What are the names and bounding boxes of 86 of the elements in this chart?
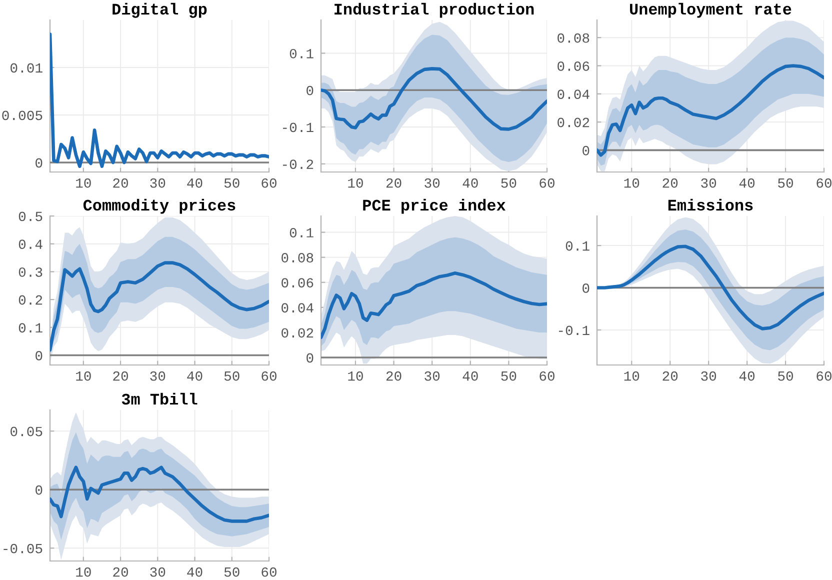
x-tick-label: 60 [262, 567, 276, 577]
y-tick-label: 0 [36, 350, 42, 360]
y-tick-label: 0.2 [18, 295, 42, 305]
y-tick-label: 0.08 [282, 253, 314, 262]
x-tick-label: 50 [501, 371, 516, 381]
x-tick-label: 10 [624, 178, 640, 188]
y-tick-label: -0.05 [4, 544, 42, 554]
x-tick-label: 20 [662, 371, 678, 381]
x-tick-label: 50 [224, 371, 240, 381]
y-tick-label: 0.1 [566, 241, 590, 251]
y-tick-label: 0.04 [282, 303, 314, 313]
x-tick-label: 10 [76, 371, 91, 381]
chart-title: Unemployment rate [630, 2, 792, 18]
x-tick-label: 30 [424, 178, 440, 188]
y-tick-label: 0.04 [558, 90, 590, 100]
y-tick-label: 0.005 [2, 110, 42, 120]
y-tick-label: 0 [582, 284, 590, 293]
y-tick-label: 0.08 [558, 33, 590, 43]
y-tick-label: 0.4 [18, 240, 42, 250]
chart-title: Industrial production [334, 2, 534, 18]
y-tick-label: -0.1 [558, 326, 590, 336]
line-series [50, 32, 269, 168]
x-tick-label: 50 [778, 178, 794, 188]
x-tick-label: 10 [624, 371, 640, 381]
x-tick-label: 10 [76, 567, 91, 577]
x-tick-label: 30 [701, 371, 716, 381]
y-tick-label: 0 [582, 146, 590, 156]
x-tick-label: 50 [501, 178, 516, 188]
y-tick-label: 0.02 [282, 328, 314, 338]
chart-title: Digital gp [112, 2, 207, 18]
x-tick-label: 40 [187, 567, 202, 577]
x-tick-label: 20 [113, 178, 128, 188]
y-tick-label: 0.1 [290, 228, 314, 238]
x-tick-label: 10 [348, 178, 363, 188]
chart-title: Emissions [668, 198, 753, 211]
x-tick-label: 20 [662, 178, 678, 188]
x-tick-label: 30 [150, 178, 166, 188]
line-series [321, 271, 547, 340]
y-tick-label: 0.06 [558, 61, 590, 71]
y-tick-label: -0.2 [282, 160, 314, 170]
line-series [50, 261, 269, 352]
y-tick-label: 0 [36, 485, 42, 495]
y-tick-label: -0.1 [282, 122, 314, 132]
x-tick-label: 40 [187, 178, 202, 188]
y-tick-label: 0.5 [18, 212, 42, 222]
x-tick-label: 60 [262, 371, 276, 381]
x-tick-label: 60 [816, 371, 832, 381]
x-tick-label: 60 [540, 371, 554, 381]
y-tick-label: 0.1 [18, 323, 42, 333]
x-tick-label: 20 [113, 567, 128, 577]
x-tick-label: 50 [224, 567, 240, 577]
x-tick-label: 20 [113, 371, 128, 381]
x-tick-label: 20 [386, 371, 402, 381]
x-tick-label: 50 [224, 178, 240, 188]
y-tick-label: 0.05 [10, 426, 42, 436]
y-tick-label: 0 [306, 86, 314, 96]
x-tick-label: 50 [778, 371, 794, 381]
chart-title: Commodity prices [83, 198, 236, 214]
x-tick-label: 40 [462, 371, 478, 381]
x-tick-label: 60 [262, 178, 276, 188]
x-tick-label: 40 [187, 371, 202, 381]
y-tick-label: 0 [36, 158, 42, 168]
chart-title: 3m Tbill [122, 392, 198, 405]
x-tick-label: 60 [540, 178, 554, 188]
x-tick-label: 10 [76, 178, 91, 188]
y-tick-label: 0.1 [290, 48, 314, 58]
line-series [597, 64, 824, 157]
x-tick-label: 30 [701, 178, 716, 188]
x-tick-label: 30 [150, 371, 166, 381]
x-tick-label: 40 [739, 371, 755, 381]
y-tick-label: 0 [306, 353, 314, 363]
y-tick-label: 0.3 [18, 267, 42, 277]
x-tick-label: 10 [348, 371, 363, 381]
x-tick-label: 40 [462, 178, 478, 188]
y-tick-label: 0.01 [10, 63, 42, 73]
line-series [321, 67, 547, 131]
y-tick-label: 0.02 [558, 118, 590, 128]
x-tick-label: 40 [739, 178, 755, 188]
x-tick-label: 60 [816, 178, 832, 188]
x-tick-label: 30 [150, 567, 166, 577]
line-series [597, 244, 824, 330]
chart-title: PCE price index [363, 198, 506, 214]
x-tick-label: 20 [386, 178, 402, 188]
line-series [50, 466, 269, 523]
x-tick-label: 30 [424, 371, 440, 381]
y-tick-label: 0.06 [282, 278, 314, 288]
